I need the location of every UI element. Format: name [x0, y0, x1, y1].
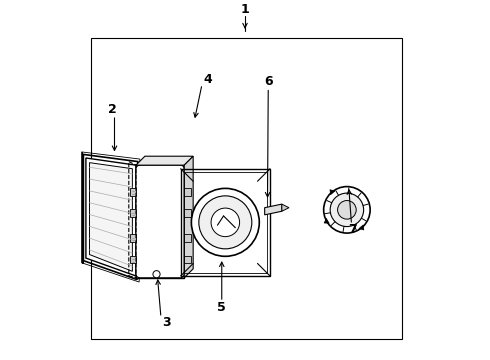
Bar	[184, 209, 191, 217]
Circle shape	[330, 193, 364, 226]
Polygon shape	[136, 156, 193, 165]
Text: 6: 6	[264, 75, 272, 88]
FancyArrowPatch shape	[324, 219, 329, 223]
Polygon shape	[90, 163, 132, 271]
Circle shape	[324, 186, 370, 233]
Text: 7: 7	[348, 223, 357, 236]
Bar	[184, 234, 191, 242]
Bar	[184, 256, 191, 264]
Bar	[181, 169, 270, 276]
Polygon shape	[282, 204, 289, 211]
Bar	[129, 256, 136, 264]
FancyBboxPatch shape	[136, 165, 184, 278]
Text: 2: 2	[108, 103, 117, 116]
Polygon shape	[86, 158, 136, 276]
Text: 5: 5	[218, 301, 226, 314]
Circle shape	[211, 208, 240, 237]
Bar	[183, 172, 267, 273]
Bar	[129, 234, 136, 242]
Bar	[129, 209, 136, 217]
Circle shape	[338, 201, 356, 219]
Bar	[91, 38, 402, 338]
Polygon shape	[184, 156, 193, 278]
Text: 4: 4	[203, 73, 212, 86]
Bar	[136, 165, 184, 278]
Polygon shape	[265, 204, 282, 215]
FancyArrowPatch shape	[330, 190, 335, 195]
Text: 3: 3	[162, 316, 171, 329]
Circle shape	[199, 196, 252, 249]
Bar	[129, 188, 136, 195]
Bar	[184, 188, 191, 195]
FancyArrowPatch shape	[359, 225, 364, 230]
Text: 1: 1	[241, 3, 249, 16]
Circle shape	[192, 188, 259, 256]
Circle shape	[153, 271, 160, 278]
